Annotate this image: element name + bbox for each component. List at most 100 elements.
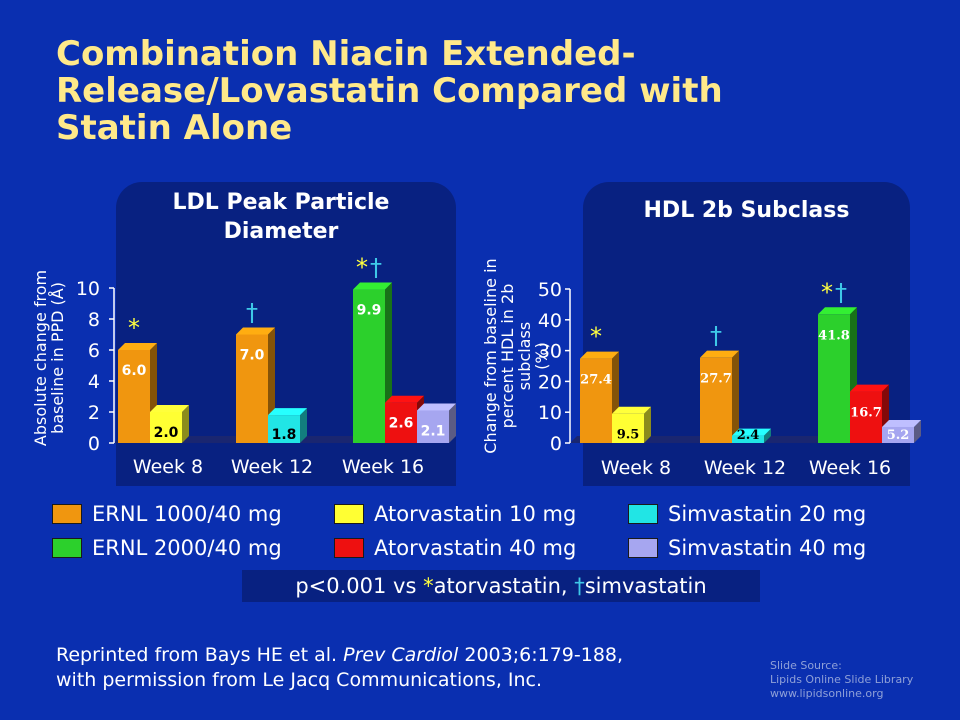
ldl-bar-value-label: 6.0 <box>122 363 147 379</box>
hdl-bar-top <box>818 307 857 315</box>
hdl-bar-side <box>914 419 921 443</box>
legend-swatch <box>334 538 364 558</box>
source-line-3: www.lipidsonline.org <box>770 687 884 700</box>
hdl-x-category-label: Week 12 <box>704 457 786 479</box>
hdl-bar-value-label: 41.8 <box>818 328 850 343</box>
hdl-bar-top <box>882 419 921 427</box>
hdl-title-line-1: HDL 2b Subclass <box>643 198 850 223</box>
ldl-bar-value-label: 2.1 <box>421 423 446 439</box>
ldl-bar-side <box>449 403 456 443</box>
hdl-bar <box>732 435 764 443</box>
hdl-bar <box>882 426 914 443</box>
hdl-bar-side <box>644 406 651 443</box>
hdl-x-category-label: Week 8 <box>601 457 671 479</box>
ldl-bar-top <box>236 327 275 335</box>
pvalue-prefix: p<0.001 vs <box>295 574 424 598</box>
hdl-bar-value-label: 27.7 <box>700 372 732 387</box>
hdl-y-tick-label: 40 <box>538 310 562 332</box>
pvalue-mid: atorvastatin, <box>433 574 575 598</box>
legend: ERNL 1000/40 mg Atorvastatin 10 mg Simva… <box>52 500 932 570</box>
ldl-title-line-2: Diameter <box>223 219 339 244</box>
ldl-bar-top <box>353 282 392 290</box>
ldl-bar <box>236 334 268 443</box>
hdl-dagger-mark: † <box>835 278 847 306</box>
ldl-bar-value-label: 2.6 <box>389 416 414 432</box>
ldl-bar-value-label: 9.9 <box>357 303 382 319</box>
ldl-bar-top <box>118 343 157 350</box>
legend-label: ERNL 2000/40 mg <box>92 536 282 560</box>
hdl-bar-value-label: 27.4 <box>580 373 612 388</box>
reprint-journal: Prev Cardiol <box>343 644 459 666</box>
ldl-bar <box>417 410 449 443</box>
legend-swatch <box>52 538 82 558</box>
ldl-bar-value-label: 2.0 <box>154 425 179 441</box>
hdl-bar <box>700 357 732 443</box>
ldl-bar <box>353 289 385 443</box>
legend-item-ernl-1000: ERNL 1000/40 mg <box>52 500 282 528</box>
ldl-bar <box>118 350 150 443</box>
title-line-2: Release/Lovastatin Compared with <box>56 71 723 111</box>
legend-item-atorvastatin-10: Atorvastatin 10 mg <box>334 500 576 528</box>
hdl-bar-top <box>612 406 651 414</box>
hdl-y-tick-label: 10 <box>538 402 562 424</box>
ldl-dagger-mark: † <box>246 299 258 327</box>
ldl-chart-title: LDL Peak Particle Diameter <box>116 188 446 246</box>
ldl-y-tick-label: 0 <box>88 433 100 455</box>
hdl-y-tick-label: 30 <box>538 341 562 363</box>
ldl-bar-top <box>150 405 189 412</box>
ldl-y-tick-label: 10 <box>76 278 100 300</box>
legend-item-simvastatin-20: Simvastatin 20 mg <box>628 500 866 528</box>
hdl-bar-value-label: 16.7 <box>850 406 882 421</box>
title-line-1: Combination Niacin Extended- <box>56 34 636 74</box>
hdl-bar-top <box>700 350 739 358</box>
legend-swatch <box>628 538 658 558</box>
hdl-bar-top <box>580 351 619 359</box>
dagger-symbol: † <box>574 574 585 598</box>
legend-item-ernl-2000: ERNL 2000/40 mg <box>52 534 282 562</box>
hdl-bar-top <box>850 384 889 392</box>
hdl-y-tick-label: 50 <box>538 279 562 301</box>
reprint-line-1-pre: Reprinted from Bays HE et al. <box>56 644 344 666</box>
hdl-bar <box>850 391 882 443</box>
legend-item-simvastatin-40: Simvastatin 40 mg <box>628 534 866 562</box>
ldl-y-tick-label: 6 <box>88 340 100 362</box>
slide-title: Combination Niacin Extended- Release/Lov… <box>56 36 936 147</box>
ldl-bar <box>385 402 417 443</box>
legend-label: Atorvastatin 10 mg <box>374 502 577 526</box>
legend-label: ERNL 1000/40 mg <box>92 502 282 526</box>
ldl-star-mark: * <box>356 254 368 282</box>
source-line-2: Lipids Online Slide Library <box>770 673 914 686</box>
reprint-line-2: with permission from Le Jacq Communicati… <box>56 669 543 691</box>
ldl-star-mark: * <box>128 314 140 342</box>
ldl-dagger-mark: † <box>370 254 382 282</box>
legend-label: Simvastatin 40 mg <box>668 536 867 560</box>
reprint-citation: Reprinted from Bays HE et al. Prev Cardi… <box>56 643 623 693</box>
ldl-bar-top <box>268 408 307 416</box>
ldl-y-tick-label: 8 <box>88 309 100 331</box>
ldl-bar-top <box>417 403 456 411</box>
hdl-bar-value-label: 9.5 <box>617 428 640 443</box>
ldl-x-category-label: Week 12 <box>231 456 313 478</box>
reprint-line-1-post: 2003;6:179-188, <box>458 644 624 666</box>
ldl-bar-side <box>182 405 189 443</box>
hdl-bar-side <box>732 350 739 443</box>
significance-note: p<0.001 vs *atorvastatin, †simvastatin <box>242 570 760 602</box>
ldl-x-category-label: Week 16 <box>342 456 424 478</box>
ldl-y-tick-label: 2 <box>88 402 100 424</box>
hdl-bar <box>580 358 612 443</box>
pvalue-end: simvastatin <box>584 574 707 598</box>
source-line-1: Slide Source: <box>770 659 842 672</box>
hdl-star-mark: * <box>590 323 602 351</box>
ldl-bar-value-label: 1.8 <box>272 427 297 443</box>
ldl-bar-value-label: 7.0 <box>240 348 265 364</box>
hdl-bar <box>818 314 850 443</box>
ldl-bar-top <box>385 395 424 403</box>
slide-source: Slide Source: Lipids Online Slide Librar… <box>770 659 913 701</box>
hdl-bar-value-label: 2.4 <box>737 428 760 443</box>
ldl-title-line-1: LDL Peak Particle <box>172 190 390 215</box>
ldl-bar <box>268 415 300 443</box>
title-line-3: Statin Alone <box>56 108 293 148</box>
hdl-chart-title: HDL 2b Subclass <box>583 196 910 225</box>
star-symbol: * <box>423 574 434 598</box>
ldl-y-tick-label: 4 <box>88 371 100 393</box>
